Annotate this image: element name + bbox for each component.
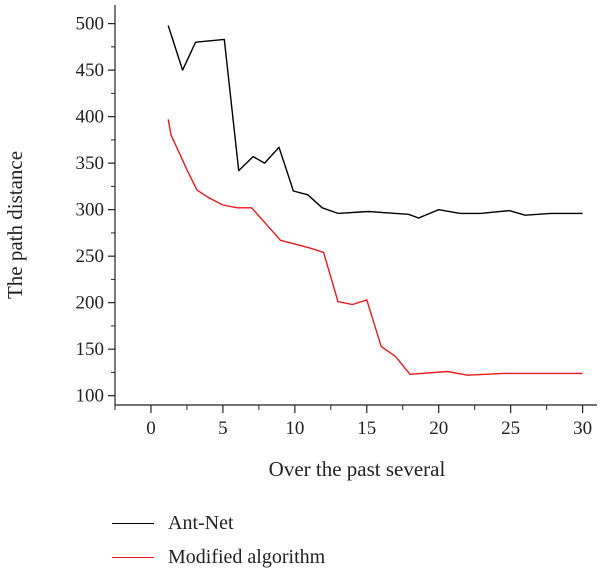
legend-label-modified-algorithm: Modified algorithm <box>168 545 326 568</box>
line-chart: 0 5 10 15 20 25 30100150200250300350400450500 … <box>3 5 597 481</box>
x-tick-label: 15 <box>357 418 376 439</box>
y-tick-label: 200 <box>76 293 105 314</box>
y-tick-label: 100 <box>76 386 105 407</box>
y-tick-label: 250 <box>76 246 105 267</box>
x-tick-label: 10 <box>285 418 304 439</box>
y-tick-label: 350 <box>76 153 105 174</box>
legend-item-modified-algorithm: Modified algorithm <box>112 540 325 574</box>
series-line-ant-net <box>167 25 583 219</box>
tick-labels: 0 5 10 15 20 25 30 100 150 200 250 300 350 400 450 500 <box>76 14 593 439</box>
axes <box>108 5 597 413</box>
y-tick-label: 400 <box>76 107 105 128</box>
x-axis-label: Over the past several <box>269 457 446 481</box>
series-lines <box>167 25 583 376</box>
x-tick-label: 25 <box>501 418 520 439</box>
legend-swatch-ant-net <box>112 522 154 524</box>
x-tick-label: 0 <box>146 418 156 439</box>
y-tick-label: 150 <box>76 339 105 360</box>
legend-item-ant-net: Ant-Net <box>112 506 325 540</box>
y-axis-label: The path distance <box>3 151 27 299</box>
y-tick-label: 500 <box>76 14 105 35</box>
legend: Ant-Net Modified algorithm <box>112 506 325 574</box>
x-tick-label: 20 <box>429 418 448 439</box>
series-line-modified-algorithm <box>167 119 583 376</box>
y-tick-label: 300 <box>76 200 105 221</box>
x-tick-label: 30 <box>573 418 592 439</box>
legend-label-ant-net: Ant-Net <box>168 511 234 534</box>
legend-swatch-modified-algorithm <box>112 556 154 558</box>
y-tick-label: 450 <box>76 60 105 81</box>
x-tick-label: 5 <box>218 418 228 439</box>
